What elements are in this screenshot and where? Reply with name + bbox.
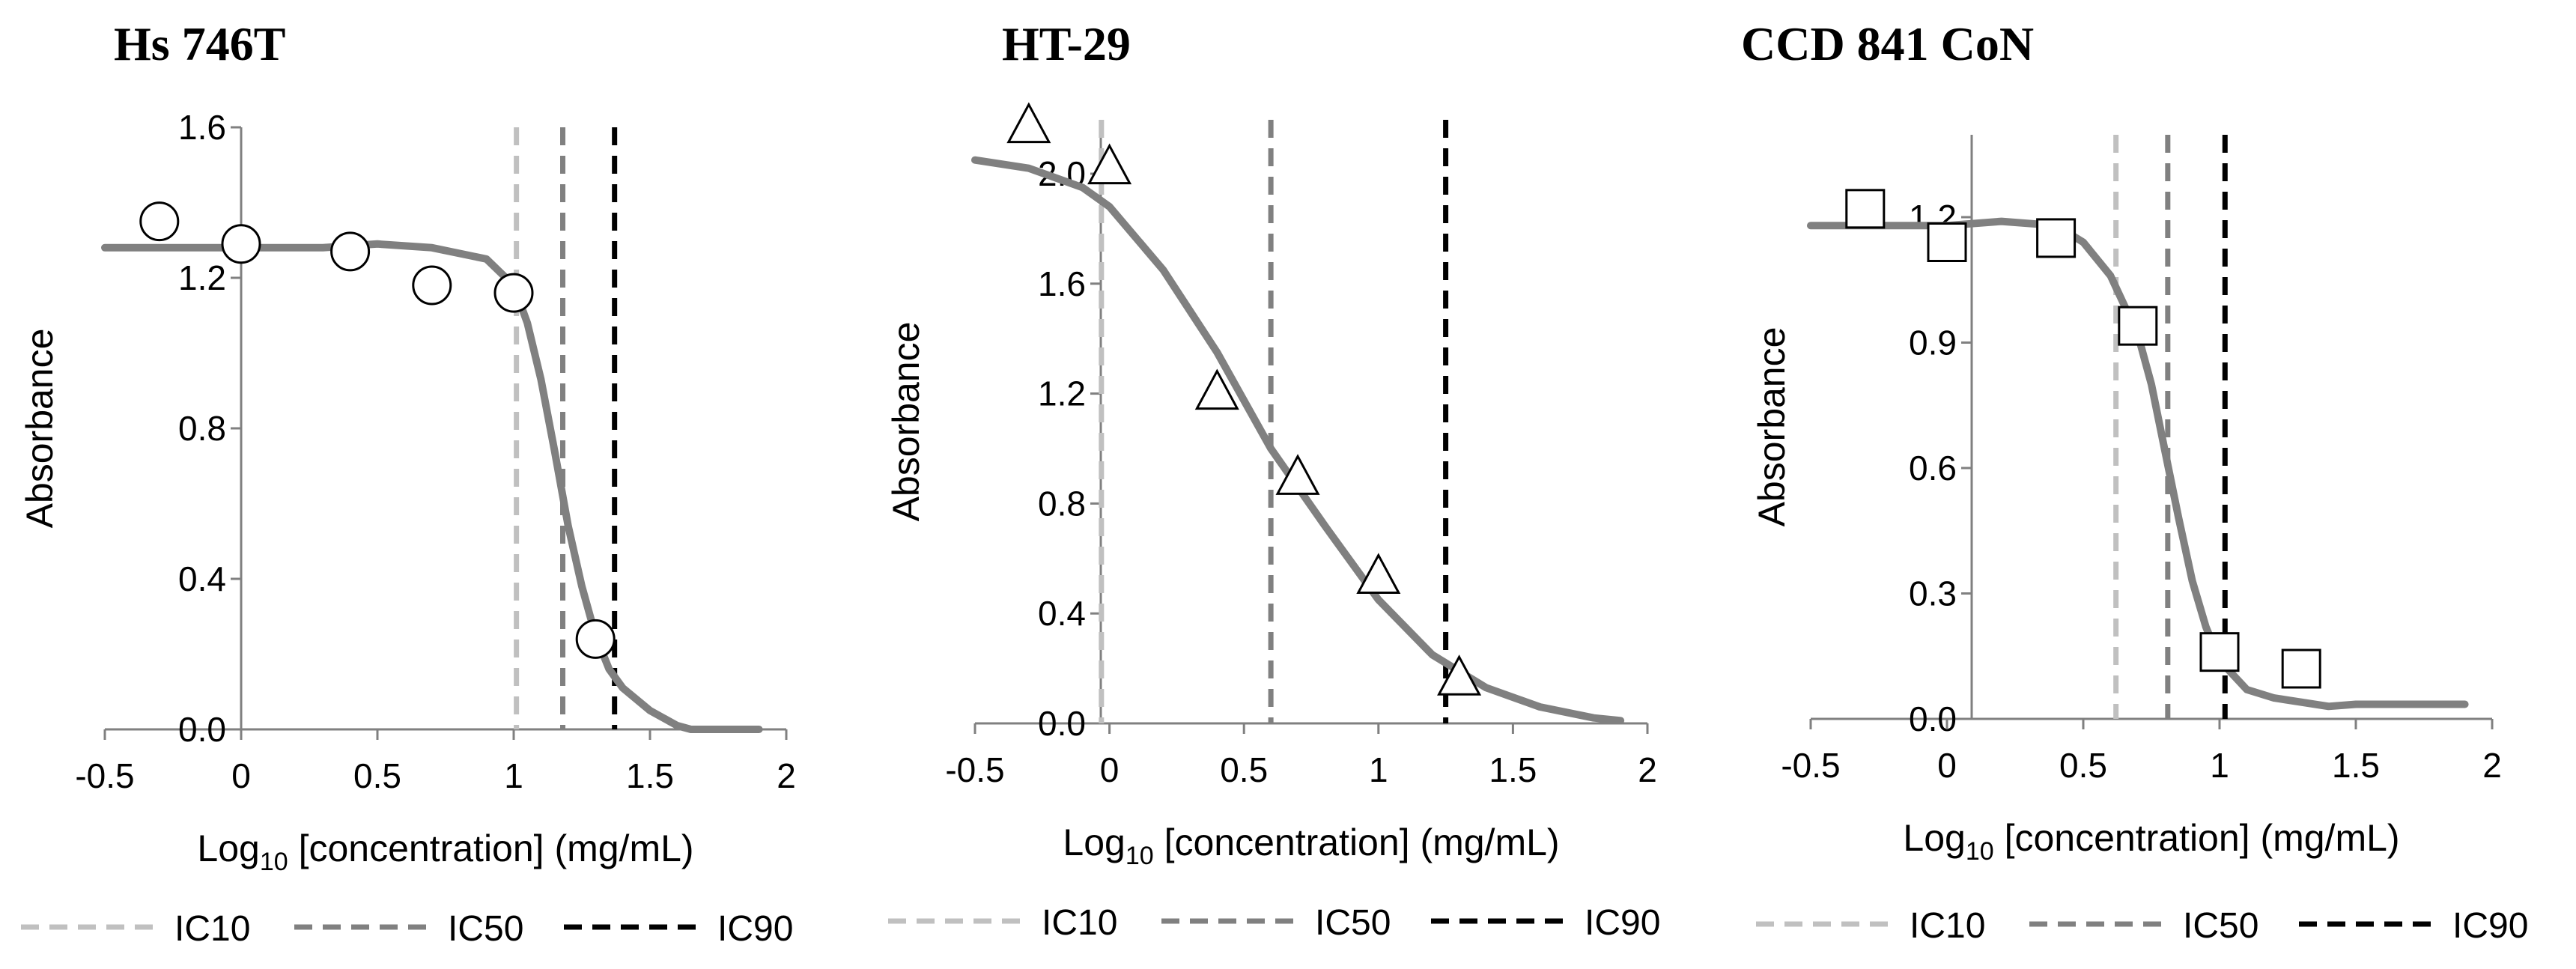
fit-curve [971, 156, 1625, 725]
x-axis-label-subscript: 10 [260, 848, 288, 876]
y-tick-label: 0.4 [178, 559, 226, 598]
x-axis-label: Log10 [concentration] (mg/mL) [1903, 817, 2399, 866]
x-tick-label: 2 [2482, 746, 2502, 785]
y-tick-label: 1.6 [178, 108, 226, 147]
x-axis-label-suffix: [concentration] (mg/mL) [1994, 817, 2400, 859]
y-axis-label: Absorbance [885, 322, 927, 522]
legend-label-ic10: IC10 [174, 909, 250, 949]
y-tick-label: 0.0 [178, 710, 226, 749]
x-tick-label: 1 [504, 756, 523, 795]
x-tick-label: 0 [1100, 750, 1120, 789]
x-tick-label: 0.5 [353, 756, 401, 795]
x-tick-label: 0 [231, 756, 251, 795]
panel-ht-29: HT-290.00.40.81.21.62.0-0.5 0 0.5 1 1.5 2Abso… [885, 17, 1660, 943]
legend: IC10 IC50 IC90 [1756, 906, 2528, 946]
data-point [1356, 553, 1401, 594]
data-point [2281, 648, 2321, 689]
legend: IC10 IC50 IC90 [21, 909, 793, 949]
legend-label-ic10: IC10 [1910, 906, 1985, 946]
fit-curve [101, 240, 763, 733]
x-tick-label: 2 [1638, 750, 1657, 789]
x-tick-label: 1.5 [626, 756, 674, 795]
legend-label-ic10: IC10 [1042, 903, 1117, 943]
legend: IC10 IC50 IC90 [888, 903, 1660, 943]
chart-title: HT-29 [1002, 17, 1131, 70]
data-point [1437, 654, 1482, 696]
y-tick-label: 0.0 [1909, 699, 1957, 738]
y-tick-label: 0.6 [1909, 449, 1957, 487]
legend-label-ic90: IC90 [717, 909, 793, 949]
panel-hs-746t: Hs 746T 0.0 0.4 0.8 1.2 1.6 -0.5 0 0.5 1 1.5 2 Absor… [19, 17, 796, 949]
x-axis-label-subscript: 10 [1126, 842, 1154, 870]
x-axis-label-subscript: 10 [1966, 837, 1994, 866]
y-tick-label: 0.4 [1038, 594, 1086, 633]
y-tick-label: 1.2 [1038, 374, 1086, 413]
x-tick-label: 1.5 [1489, 750, 1537, 789]
x-axis-label: Log10 [concentration] (mg/mL) [197, 827, 693, 876]
chart-title: Hs 746T [114, 17, 285, 70]
fit-curve [1807, 217, 2469, 711]
y-tick-label: 1.6 [1038, 264, 1086, 303]
x-tick-label: 1 [1369, 750, 1388, 789]
y-tick-label: 0.9 [1909, 323, 1957, 362]
x-tick-label: 0 [1937, 746, 1957, 785]
y-tick-label: 1.2 [178, 258, 226, 297]
x-tick-label: 1.5 [2332, 746, 2380, 785]
y-axis-label: Absorbance [19, 329, 61, 529]
x-axis-label-prefix: Log [197, 827, 259, 869]
data-point [221, 224, 261, 264]
data-point [139, 201, 180, 242]
data-point [1006, 102, 1051, 144]
x-axis-label-prefix: Log [1063, 821, 1125, 863]
data-point [2036, 218, 2077, 258]
x-tick-label: -0.5 [945, 750, 1004, 789]
x-tick-label: -0.5 [75, 756, 134, 795]
x-axis-label: Log10 [concentration] (mg/mL) [1063, 821, 1559, 870]
legend-label-ic50: IC50 [448, 909, 523, 949]
data-point [2199, 632, 2240, 672]
data-point [330, 231, 371, 272]
x-axis-label-suffix: [concentration] (mg/mL) [288, 827, 694, 869]
data-point [1927, 222, 1967, 262]
x-tick-label: 0.5 [2059, 746, 2107, 785]
data-point [1087, 143, 1132, 185]
data-point [575, 619, 616, 659]
legend-label-ic90: IC90 [2452, 906, 2528, 946]
x-tick-label: 0.5 [1220, 750, 1268, 789]
legend-label-ic50: IC50 [1315, 903, 1391, 943]
chart-title: CCD 841 CoN [1741, 17, 2034, 70]
legend-label-ic90: IC90 [1585, 903, 1660, 943]
x-axis-label-suffix: [concentration] (mg/mL) [1154, 821, 1560, 863]
legend-label-ic50: IC50 [2183, 906, 2258, 946]
y-tick-label: 0.8 [178, 409, 226, 448]
x-tick-label: -0.5 [1781, 746, 1840, 785]
data-point [1845, 189, 1886, 229]
data-point [493, 273, 534, 313]
data-point [1275, 454, 1320, 495]
y-tick-label: 0.8 [1038, 484, 1086, 523]
x-tick-label: 1 [2210, 746, 2229, 785]
data-point [412, 265, 452, 306]
data-point [2118, 306, 2158, 346]
x-tick-label: 2 [777, 756, 796, 795]
y-tick-label: 0.3 [1909, 574, 1957, 613]
y-tick-label: 0.0 [1038, 704, 1086, 743]
x-axis-label-prefix: Log [1903, 817, 1965, 859]
data-point [1194, 368, 1239, 410]
y-axis-label: Absorbance [1751, 327, 1793, 527]
